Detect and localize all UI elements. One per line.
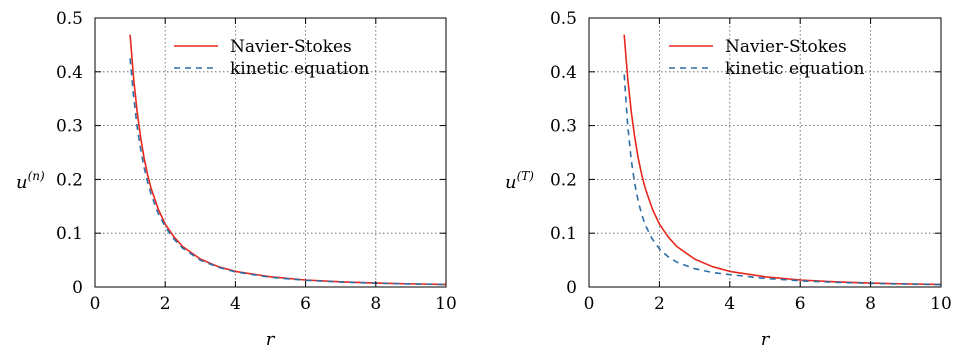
y-tick-label: 0.3 — [550, 117, 577, 137]
legend-label: kinetic equation — [725, 59, 864, 79]
y-axis-label: u(n) — [16, 169, 45, 193]
x-axis-label: r — [761, 329, 771, 350]
y-axis-label: u(T) — [505, 169, 534, 193]
x-tick-label: 6 — [795, 294, 806, 314]
x-axis-label: r — [266, 329, 276, 350]
x-tick-label: 6 — [300, 294, 311, 314]
y-tick-label: 0.4 — [550, 63, 577, 83]
x-tick-label: 2 — [160, 294, 171, 314]
y-tick-label: 0.1 — [550, 224, 577, 244]
y-tick-label: 0.2 — [56, 170, 83, 190]
x-tick-label: 0 — [584, 294, 595, 314]
plot-frame — [94, 17, 447, 288]
series-line-kinetic-equation — [129, 58, 447, 286]
legend-label: Navier-Stokes — [230, 37, 352, 57]
y-tick-label: 0 — [72, 278, 83, 298]
x-tick-label: 4 — [230, 294, 241, 314]
x-tick-label: 10 — [435, 294, 457, 314]
x-tick-label: 2 — [654, 294, 665, 314]
y-tick-label: 0.4 — [56, 63, 83, 83]
x-tick-label: 4 — [724, 294, 735, 314]
legend-label: kinetic equation — [230, 59, 369, 79]
series-line-kinetic-equation — [623, 74, 942, 286]
y-tick-label: 0.5 — [550, 9, 577, 29]
y-tick-label: 0 — [566, 278, 577, 298]
x-tick-label: 0 — [90, 294, 101, 314]
y-tick-label: 0.2 — [550, 170, 577, 190]
y-tick-label: 0.1 — [56, 224, 83, 244]
y-tick-label: 0.5 — [56, 9, 83, 29]
x-tick-label: 8 — [865, 294, 876, 314]
y-tick-label: 0.3 — [56, 117, 83, 137]
plot-frame — [588, 17, 942, 288]
series-line-navier-stokes — [129, 34, 447, 286]
legend-label: Navier-Stokes — [725, 37, 847, 57]
x-tick-label: 10 — [930, 294, 952, 314]
x-tick-label: 8 — [370, 294, 381, 314]
